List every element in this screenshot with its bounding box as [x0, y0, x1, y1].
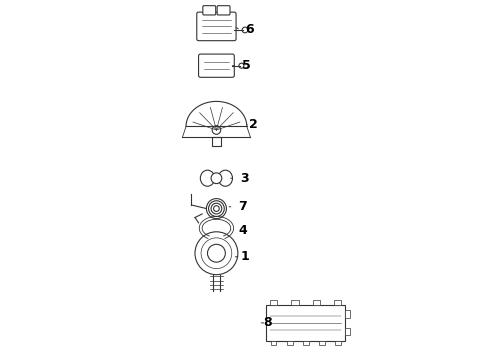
Bar [270, 341, 276, 345]
Circle shape [211, 173, 222, 184]
Text: 8: 8 [264, 316, 272, 329]
Text: 5: 5 [242, 59, 251, 72]
Circle shape [239, 63, 244, 68]
FancyBboxPatch shape [267, 305, 345, 341]
Text: 7: 7 [239, 200, 247, 213]
Text: 3: 3 [241, 172, 249, 185]
FancyBboxPatch shape [203, 6, 216, 15]
Circle shape [207, 244, 225, 262]
Bar [345, 310, 350, 318]
Circle shape [212, 126, 220, 134]
Bar [335, 341, 341, 345]
Bar [212, 137, 220, 146]
FancyBboxPatch shape [217, 6, 230, 15]
Bar [303, 341, 309, 345]
Text: 2: 2 [249, 118, 258, 131]
Text: 4: 4 [239, 224, 247, 237]
Bar [313, 300, 320, 305]
Circle shape [195, 232, 238, 275]
Text: 1: 1 [241, 250, 249, 263]
FancyBboxPatch shape [198, 54, 234, 77]
Bar [292, 300, 298, 305]
Circle shape [242, 27, 248, 33]
Text: 6: 6 [245, 23, 254, 36]
Ellipse shape [200, 170, 215, 186]
Bar [287, 341, 293, 345]
Bar [345, 328, 350, 336]
Ellipse shape [218, 170, 232, 186]
Bar [270, 300, 277, 305]
Bar [319, 341, 325, 345]
FancyBboxPatch shape [197, 12, 236, 41]
Bar [334, 300, 342, 305]
